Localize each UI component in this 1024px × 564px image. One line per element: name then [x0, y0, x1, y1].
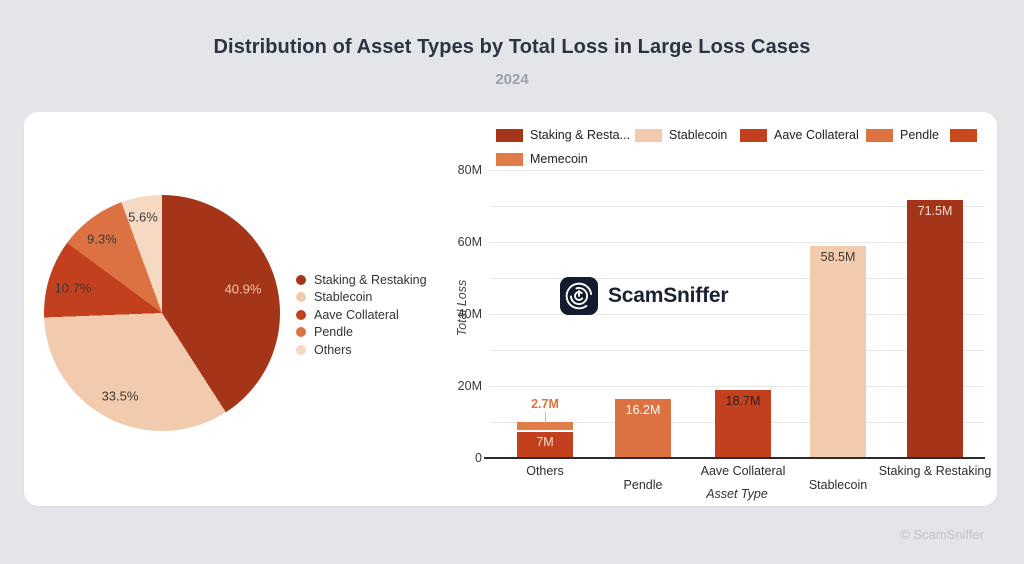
pie-legend-item-staking: Staking & Restaking: [296, 271, 427, 289]
legend-swatch: [866, 128, 893, 142]
x-axis-title: Asset Type: [706, 487, 768, 501]
bar-segment-memecoin: [517, 422, 573, 432]
scamsniffer-watermark: ScamSniffer: [560, 277, 729, 315]
gridline: [490, 314, 985, 315]
y-axis-title: Total Loss: [455, 279, 469, 337]
bar-value-label: 58.5M: [820, 250, 856, 265]
scamsniffer-radar-icon: [560, 277, 598, 315]
pie-slice-label-stablecoin: 33.5%: [101, 388, 139, 404]
legend-label: Staking & Resta...: [530, 128, 631, 142]
scamsniffer-wordmark: ScamSniffer: [608, 284, 729, 307]
legend-swatch: [296, 327, 306, 338]
y-tick-0: 0: [475, 451, 482, 465]
bar-staking-restaking: 71.5M: [907, 199, 963, 457]
pie-slice-label-others: 5.6%: [128, 209, 158, 225]
legend-label: Aave Collateral: [314, 307, 399, 322]
gridline: [490, 242, 985, 243]
bar-chart: 80M 60M 40M 20M 0 Total Loss 7M 2.7M 16.…: [455, 163, 991, 501]
legend-swatch: [496, 128, 523, 142]
bar-segment-aave: 18.7M: [715, 389, 771, 457]
pie-legend: Staking & Restaking Stablecoin Aave Coll…: [296, 271, 427, 359]
copyright: © ScamSniffer: [900, 527, 984, 542]
bar-segment-stablecoin: 58.5M: [810, 246, 866, 457]
bar-pendle: 16.2M: [615, 398, 671, 457]
pie-slice-label-staking: 40.9%: [224, 281, 262, 297]
pie-chart: [44, 195, 280, 431]
page-title: Distribution of Asset Types by Total Los…: [213, 36, 811, 58]
chart-card: 40.9% 33.5% 10.7% 9.3% 5.6% Staking & Re…: [24, 112, 997, 506]
pie-slice-label-pendle: 9.3%: [87, 231, 117, 247]
legend-swatch: [296, 292, 306, 303]
legend-label: Aave Collateral: [774, 128, 859, 142]
bar-value-label: 71.5M: [917, 203, 953, 218]
pie-legend-item-pendle: Pendle: [296, 324, 427, 342]
pie-legend-item-aave: Aave Collateral: [296, 306, 427, 324]
x-axis-line: [484, 457, 985, 459]
legend-label: Staking & Restaking: [314, 272, 427, 287]
legend-swatch: [296, 274, 306, 285]
legend-label: Pendle: [900, 128, 939, 142]
label-leader-line: [544, 412, 546, 423]
legend-swatch: [950, 128, 977, 142]
bar-others: 7M: [517, 422, 573, 457]
bar-value-label: 7M: [536, 434, 554, 449]
bar-legend-item-memecoin: Memecoin: [496, 152, 588, 166]
y-tick-60m: 60M: [457, 235, 482, 249]
bar-legend-item-truncated: [950, 128, 984, 142]
legend-label: Stablecoin: [314, 290, 373, 305]
gridline: [490, 206, 985, 207]
bar-segment-others: 7M: [517, 431, 573, 457]
x-label-pendle: Pendle: [623, 478, 663, 492]
x-label-others: Others: [526, 464, 564, 478]
bar-legend-item-stablecoin: Stablecoin: [635, 128, 727, 142]
legend-label: Others: [314, 342, 352, 357]
legend-swatch: [296, 309, 306, 320]
legend-label: Pendle: [314, 325, 353, 340]
gridline: [490, 170, 985, 171]
bar-segment-staking: 71.5M: [907, 199, 963, 457]
bar-legend-item-pendle: Pendle: [866, 128, 939, 142]
gridline: [490, 386, 985, 387]
bar-legend-item-staking: Staking & Resta...: [496, 128, 630, 142]
x-label-stablecoin: Stablecoin: [808, 478, 868, 492]
bar-value-label: 18.7M: [725, 393, 761, 408]
y-tick-20m: 20M: [457, 379, 482, 393]
legend-swatch: [296, 344, 306, 355]
gridline: [490, 278, 985, 279]
legend-swatch: [496, 152, 523, 166]
gridline: [490, 350, 985, 351]
legend-swatch: [635, 128, 662, 142]
bar-value-label: 16.2M: [625, 402, 661, 417]
legend-label: Memecoin: [530, 152, 588, 166]
x-label-aave: Aave Collateral: [700, 464, 786, 478]
bar-segment-pendle: 16.2M: [615, 398, 671, 457]
pie-legend-item-stablecoin: Stablecoin: [296, 289, 427, 307]
page-subtitle: 2024: [495, 71, 529, 88]
bar-legend-item-aave: Aave Collateral: [740, 128, 859, 142]
legend-swatch: [740, 128, 767, 142]
y-tick-40m: 40M: [457, 307, 482, 321]
pie-legend-item-others: Others: [296, 341, 427, 359]
legend-label: Stablecoin: [669, 128, 728, 142]
x-label-staking: Staking & Restaking: [878, 464, 992, 478]
bar-stablecoin: 58.5M: [810, 246, 866, 457]
bar-value-label-memecoin: 2.7M: [531, 397, 559, 411]
pie-slice-label-aave: 10.7%: [54, 280, 92, 296]
bar-aave-collateral: 18.7M: [715, 389, 771, 457]
y-tick-80m: 80M: [457, 163, 482, 177]
